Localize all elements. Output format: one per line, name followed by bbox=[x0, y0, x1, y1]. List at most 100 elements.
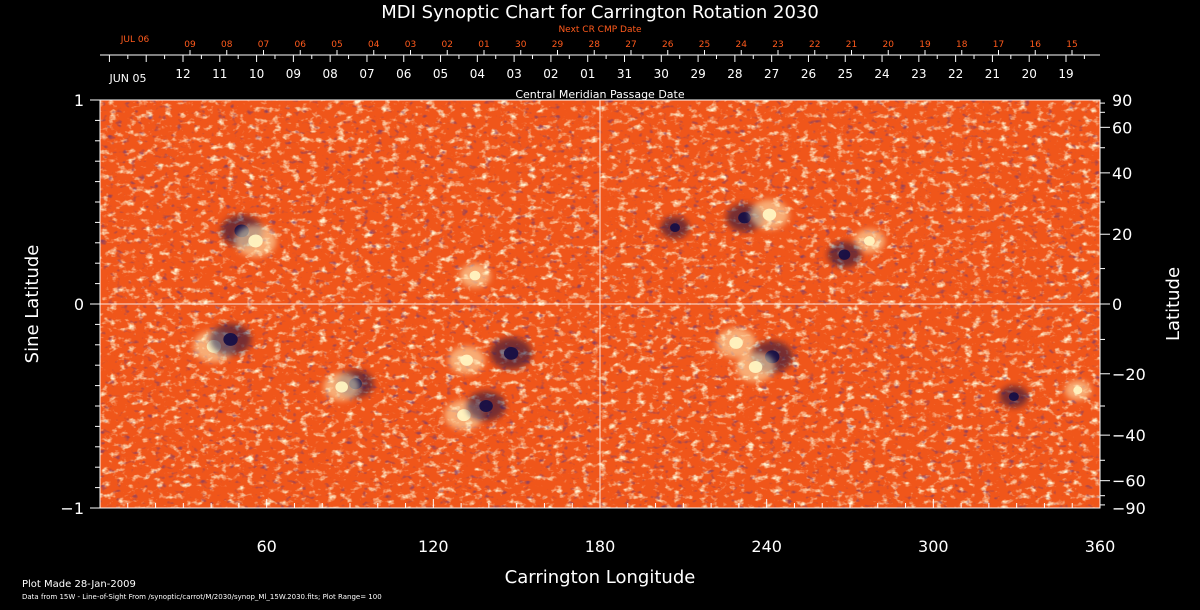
x-axis-label: Carrington Longitude bbox=[505, 567, 696, 588]
cmp-date-label: 22 bbox=[948, 67, 963, 81]
next-cr-start-label: JUL 06 bbox=[120, 35, 150, 45]
next-cr-date-label: 29 bbox=[552, 40, 564, 50]
positive-polarity-core bbox=[729, 336, 743, 349]
positive-polarity-core bbox=[469, 270, 481, 281]
positive-polarity-core bbox=[864, 236, 875, 246]
next-cr-date-label: 30 bbox=[515, 40, 527, 50]
cmp-date-label: 04 bbox=[470, 67, 485, 81]
next-cr-date-label: 21 bbox=[846, 40, 857, 50]
cmp-date-label: 20 bbox=[1022, 67, 1037, 81]
chart-title: MDI Synoptic Chart for Carrington Rotati… bbox=[381, 2, 819, 23]
positive-polarity-core bbox=[457, 409, 471, 422]
cmp-date-axis bbox=[100, 54, 1100, 62]
next-cr-date-label: 28 bbox=[589, 40, 601, 50]
cmp-date-labels: 12 11 10 09 08 07 06 05 04 03 02 01 31 30 29 28 27 26 25 24… bbox=[175, 67, 1073, 81]
y-right-tick-label: −60 bbox=[1112, 472, 1146, 491]
next-cr-date-label: 26 bbox=[662, 40, 674, 50]
x-tick-label: 180 bbox=[585, 537, 616, 556]
cmp-date-label: 11 bbox=[212, 67, 227, 81]
next-cr-date-label: 20 bbox=[883, 40, 895, 50]
positive-polarity-core bbox=[335, 381, 348, 393]
cmp-date-label: 01 bbox=[580, 67, 595, 81]
y-left-tick-label: 0 bbox=[74, 295, 84, 314]
cmp-date-label: 27 bbox=[764, 67, 779, 81]
cmp-date-label: 21 bbox=[985, 67, 1000, 81]
y-left-tick-label: −1 bbox=[60, 499, 84, 518]
cmp-date-label: 09 bbox=[286, 67, 301, 81]
next-cr-date-label: 18 bbox=[956, 40, 968, 50]
y-right-tick-label: 60 bbox=[1112, 118, 1132, 137]
next-cr-date-label: 16 bbox=[1030, 40, 1042, 50]
next-cr-date-label: 24 bbox=[736, 40, 748, 50]
negative-polarity-core bbox=[479, 400, 493, 412]
cmp-date-label: 31 bbox=[617, 67, 632, 81]
positive-polarity-core bbox=[248, 234, 263, 248]
cmp-date-label: 19 bbox=[1058, 67, 1073, 81]
cmp-date-label: 25 bbox=[838, 67, 853, 81]
cmp-date-label: 24 bbox=[874, 67, 889, 81]
x-tick-label: 300 bbox=[918, 537, 949, 556]
cmp-date-label: 10 bbox=[249, 67, 264, 81]
cmp-date-label: 12 bbox=[175, 67, 190, 81]
next-cr-date-label: 22 bbox=[809, 40, 820, 50]
next-cr-date-label: 04 bbox=[368, 40, 380, 50]
negative-polarity-core bbox=[1008, 392, 1019, 402]
negative-polarity-core bbox=[738, 212, 751, 224]
positive-polarity-core bbox=[748, 361, 763, 374]
next-cr-date-label: 05 bbox=[331, 40, 342, 50]
next-cr-date-label: 09 bbox=[184, 40, 196, 50]
negative-polarity-core bbox=[838, 249, 851, 260]
data-source-text: Data from 15W - Line-of-Sight From /syno… bbox=[22, 593, 382, 601]
positive-polarity-core bbox=[460, 354, 473, 366]
x-axis: 60 120 180 240 300 360 bbox=[127, 499, 1116, 556]
positive-polarity-core bbox=[762, 208, 777, 221]
y-right-tick-label: −90 bbox=[1112, 499, 1146, 518]
negative-polarity-core bbox=[223, 333, 238, 346]
next-cr-date-label: 06 bbox=[295, 40, 307, 50]
next-cr-date-labels: 09 08 07 06 05 04 03 02 01 30 29 28 27 26 25 24 23 22 21 20… bbox=[184, 40, 1077, 50]
cmp-date-label: 23 bbox=[911, 67, 926, 81]
y-axis-label-left: Sine Latitude bbox=[22, 245, 43, 364]
y-right-tick-label: 0 bbox=[1112, 295, 1122, 314]
x-tick-label: 120 bbox=[418, 537, 449, 556]
next-cr-date-label: 08 bbox=[221, 40, 233, 50]
negative-polarity-core bbox=[670, 223, 680, 232]
next-cr-date-label: 25 bbox=[699, 40, 710, 50]
cmp-date-label: 26 bbox=[801, 67, 816, 81]
y-right-tick-label: 20 bbox=[1112, 225, 1132, 244]
positive-polarity-core bbox=[1073, 386, 1083, 395]
cmp-date-label: 05 bbox=[433, 67, 448, 81]
next-cr-date-label: 02 bbox=[442, 40, 453, 50]
cmp-date-label: 06 bbox=[396, 67, 411, 81]
cmp-axis-label: Central Meridian Passage Date bbox=[515, 88, 684, 101]
y-left-tick-label: 1 bbox=[74, 91, 84, 110]
y-axis-left: 1 0 −1 bbox=[60, 91, 100, 518]
negative-polarity-core bbox=[503, 346, 519, 360]
y-right-tick-label: 90 bbox=[1112, 91, 1132, 110]
y-right-tick-label: 40 bbox=[1112, 164, 1132, 183]
y-axis-label-right: Latitude bbox=[1163, 267, 1184, 341]
next-cr-date-label: 01 bbox=[478, 40, 489, 50]
next-cr-date-label: 07 bbox=[258, 40, 269, 50]
y-axis-right: 90 60 40 20 0 −20 −40 −60 −90 bbox=[1100, 91, 1146, 518]
cmp-date-label: 02 bbox=[543, 67, 558, 81]
cmp-date-label: 07 bbox=[359, 67, 374, 81]
y-right-tick-label: −20 bbox=[1112, 365, 1146, 384]
next-cr-date-label: 27 bbox=[625, 40, 636, 50]
x-tick-label: 60 bbox=[256, 537, 276, 556]
x-tick-label: 360 bbox=[1085, 537, 1116, 556]
next-cr-date-label: 15 bbox=[1066, 40, 1077, 50]
x-tick-label: 240 bbox=[751, 537, 782, 556]
cmp-start-label: JUN 05 bbox=[108, 72, 146, 85]
next-cr-label: Next CR CMP Date bbox=[558, 25, 642, 35]
y-right-tick-label: −40 bbox=[1112, 426, 1146, 445]
next-cr-date-label: 17 bbox=[993, 40, 1004, 50]
next-cr-date-label: 19 bbox=[919, 40, 931, 50]
cmp-date-label: 30 bbox=[654, 67, 669, 81]
cmp-date-label: 29 bbox=[690, 67, 705, 81]
next-cr-date-axis bbox=[189, 50, 1073, 55]
cmp-date-label: 03 bbox=[506, 67, 521, 81]
next-cr-date-label: 23 bbox=[772, 40, 783, 50]
plot-made-text: Plot Made 28-Jan-2009 bbox=[22, 579, 136, 590]
